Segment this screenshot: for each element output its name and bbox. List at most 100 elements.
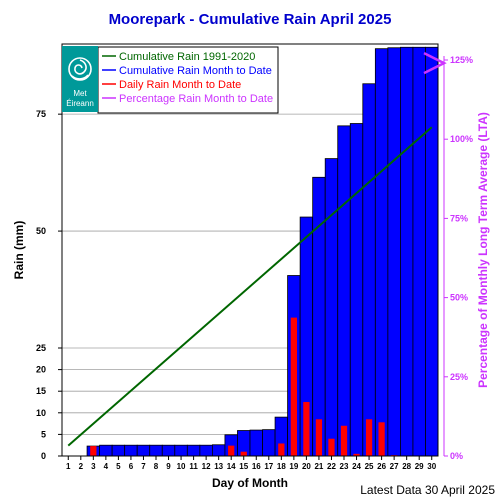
legend-label: Daily Rain Month to Date (119, 79, 241, 91)
logo-text-eireann: Éireann (66, 99, 94, 108)
percent-tick-label: 100% (450, 134, 473, 144)
cumulative-bar (374, 48, 389, 457)
met-eireann-logo: Met Éireann (62, 46, 98, 112)
x-tick-label: 5 (116, 462, 121, 471)
y-tick-label: 20 (36, 365, 46, 375)
lta-cumulative-line (67, 126, 433, 447)
legend: Cumulative Rain 1991-2020 Cumulative Rain… (97, 46, 279, 114)
chart-title: Moorepark - Cumulative Rain April 2025 (109, 11, 392, 28)
cumulative-bar (161, 444, 176, 457)
x-tick-label: 18 (277, 462, 286, 471)
x-tick-label: 29 (415, 462, 424, 471)
legend-label: Cumulative Rain 1991-2020 (119, 51, 255, 63)
x-axis-label: Day of Month (212, 476, 288, 490)
x-tick-label: 19 (289, 462, 298, 471)
cumulative-bar (186, 444, 201, 457)
x-tick-label: 13 (214, 462, 223, 471)
daily-bar (303, 402, 310, 456)
daily-bar (328, 438, 335, 456)
daily-bar (290, 317, 297, 456)
percent-marker (423, 52, 447, 75)
x-tick-label: 25 (365, 462, 374, 471)
x-tick-label: 3 (91, 462, 96, 471)
cumulative-bar (349, 123, 364, 457)
y-axis-label: Rain (mm) (12, 221, 26, 280)
y-tick-label: 5 (41, 429, 46, 439)
cumulative-bar (249, 429, 263, 457)
cumulative-bar (412, 46, 426, 457)
cumulative-bar (262, 429, 276, 457)
daily-bar (378, 422, 385, 456)
percent-tick-label: 50% (450, 293, 468, 303)
x-tick-label: 14 (227, 462, 236, 471)
daily-bar (315, 419, 323, 456)
x-tick-label: 21 (314, 462, 323, 471)
x-tick-label: 4 (104, 462, 109, 471)
y-tick-label: 10 (36, 408, 46, 418)
cumulative-bar (211, 444, 226, 457)
x-axis-ticks: 1 2 3 4 5 6 7 8 9 10 11 12 13 14 15 16 17 18 19 20 21 22 23 24 2… (66, 456, 437, 471)
x-tick-label: 26 (377, 462, 386, 471)
cumulative-bar (199, 444, 213, 457)
daily-bar (278, 443, 285, 456)
x-tick-label: 2 (79, 462, 84, 471)
percent-tick-label: 125% (450, 55, 473, 65)
x-tick-label: 8 (154, 462, 159, 471)
daily-bar (240, 451, 247, 456)
percent-axis-label: Percentage of Monthly Long Term Average … (476, 112, 490, 388)
y-tick-label: 75 (36, 109, 46, 119)
y-tick-label: 15 (36, 386, 46, 396)
x-tick-label: 24 (352, 462, 361, 471)
x-tick-label: 27 (390, 462, 399, 471)
legend-label: Percentage Rain Month to Date (119, 93, 273, 105)
daily-bar (228, 445, 235, 456)
x-tick-label: 17 (264, 462, 273, 471)
x-tick-label: 7 (141, 462, 146, 471)
x-tick-label: 11 (189, 462, 198, 471)
percent-axis-ticks: 0% 25% 50% 75% 100% 125% (443, 55, 473, 461)
cumulative-bar (425, 46, 439, 457)
x-tick-label: 9 (166, 462, 171, 471)
x-tick-label: 30 (427, 462, 436, 471)
cumulative-bar (149, 444, 163, 457)
daily-bar (353, 453, 360, 456)
logo-swirl-icon (68, 57, 92, 81)
x-tick-label: 15 (239, 462, 248, 471)
y-tick-label: 50 (36, 226, 46, 236)
cumulative-bar (324, 158, 339, 457)
x-tick-label: 16 (252, 462, 261, 471)
cumulative-bar (111, 444, 126, 457)
cumulative-bar (99, 444, 113, 457)
x-tick-label: 12 (202, 462, 211, 471)
cumulative-bar (399, 46, 414, 457)
cumulative-bar (124, 444, 138, 457)
plot-frame (61, 43, 439, 457)
y-tick-label: 25 (36, 343, 46, 353)
x-tick-label: 20 (302, 462, 311, 471)
percent-tick-label: 0% (450, 451, 463, 461)
y-tick-label: 0 (41, 451, 46, 461)
percent-marker-arrow (423, 52, 447, 75)
cumulative-bar (174, 444, 188, 457)
x-tick-label: 22 (327, 462, 336, 471)
y-axis-ticks: 0 5 10 15 20 25 50 75 (36, 109, 62, 461)
legend-label: Cumulative Rain Month to Date (119, 65, 272, 77)
daily-bar (90, 446, 97, 456)
footer-latest-data: Latest Data 30 April 2025 (360, 483, 495, 497)
daily-bar (340, 425, 348, 456)
logo-text-met: Met (73, 89, 87, 98)
x-tick-label: 1 (66, 462, 71, 471)
percent-tick-label: 25% (450, 372, 468, 382)
cumulative-bar (362, 83, 376, 457)
cumulative-bar (136, 444, 151, 457)
lta-line-layer (67, 126, 433, 456)
cumulative-bar (312, 176, 326, 457)
percent-tick-label: 75% (450, 213, 468, 223)
daily-bar (365, 419, 373, 456)
cumulative-bar (387, 47, 401, 457)
cumulative-bar (337, 125, 351, 457)
x-tick-label: 6 (129, 462, 134, 471)
x-tick-label: 23 (340, 462, 349, 471)
x-tick-label: 28 (402, 462, 411, 471)
